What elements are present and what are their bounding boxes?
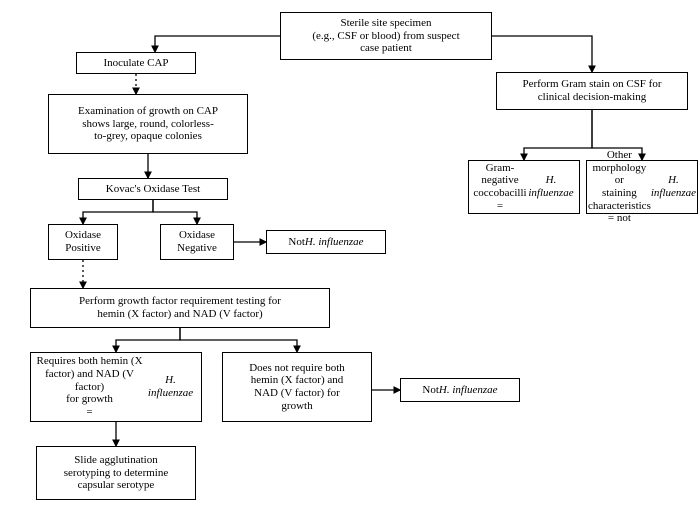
node-othermorph: Other morphology orstaining characterist… — [586, 160, 698, 214]
node-gram: Perform Gram stain on CSF forclinical de… — [496, 72, 688, 110]
node-start: Sterile site specimen(e.g., CSF or blood… — [280, 12, 492, 60]
edge — [492, 36, 592, 72]
node-oxneg: OxidaseNegative — [160, 224, 234, 260]
edge — [83, 200, 153, 224]
flowchart-canvas: Sterile site specimen(e.g., CSF or blood… — [0, 0, 700, 520]
node-inoculate: Inoculate CAP — [76, 52, 196, 74]
node-oxpos: OxidasePositive — [48, 224, 118, 260]
node-exam: Examination of growth on CAPshows large,… — [48, 94, 248, 154]
node-growthfactor: Perform growth factor requirement testin… — [30, 288, 330, 328]
edge — [153, 200, 197, 224]
node-not2: Not H. influenzae — [400, 378, 520, 402]
node-notreq: Does not require bothhemin (X factor) an… — [222, 352, 372, 422]
node-kovac: Kovac's Oxidase Test — [78, 178, 228, 200]
edge — [180, 328, 297, 352]
node-gramneg: Gram-negativecoccobacilli =H. influenzae — [468, 160, 580, 214]
edge — [116, 328, 180, 352]
node-slide: Slide agglutinationserotyping to determi… — [36, 446, 196, 500]
edge — [155, 36, 280, 52]
edge — [524, 110, 592, 160]
node-not1: Not H. influenzae — [266, 230, 386, 254]
node-reqboth: Requires both hemin (Xfactor) and NAD (V… — [30, 352, 202, 422]
